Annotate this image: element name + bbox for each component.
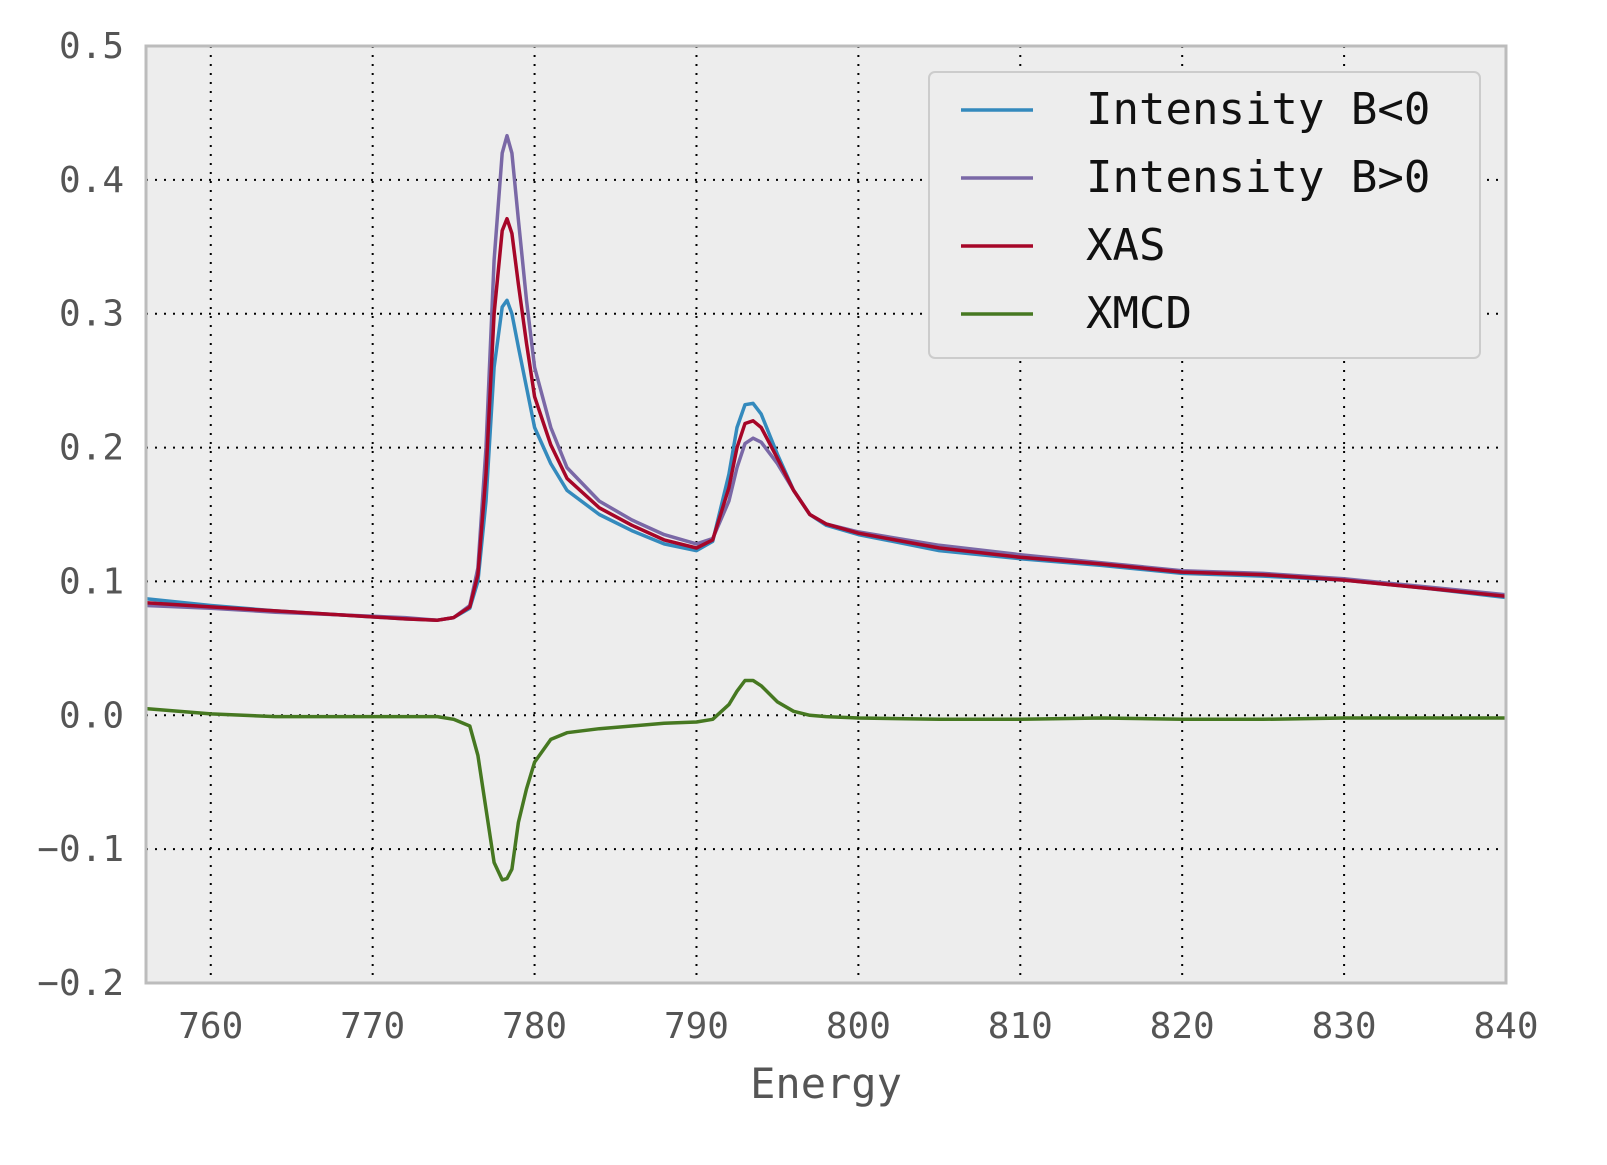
series-line-xmcd <box>146 678 1506 882</box>
legend-label: XAS <box>1086 220 1165 271</box>
x-tick-label: 770 <box>340 1006 405 1047</box>
x-tick-label: 830 <box>1312 1006 1377 1047</box>
y-tick-label: 0.3 <box>59 294 124 335</box>
y-tick-label: 0.0 <box>59 695 124 736</box>
x-tick-label: 840 <box>1473 1006 1538 1047</box>
plot-frame <box>144 44 1508 985</box>
series-lines <box>146 133 1506 882</box>
y-tick-label: 0.2 <box>59 428 124 469</box>
legend-label: Intensity B<0 <box>1086 84 1430 135</box>
legend-box <box>928 71 1481 359</box>
y-tick-label: 0.4 <box>59 160 124 201</box>
series-line-xas <box>146 216 1506 622</box>
x-tick-label: 790 <box>664 1006 729 1047</box>
x-tick-label: 820 <box>1150 1006 1215 1047</box>
x-tick-label: 810 <box>988 1006 1053 1047</box>
x-axis-ticks: 760 770 780 790 800 810 820 830 840 <box>178 1006 1538 1047</box>
x-tick-label: 780 <box>502 1006 567 1047</box>
y-tick-label: −0.1 <box>37 829 124 870</box>
y-tick-label: 0.1 <box>59 561 124 602</box>
x-axis-title: Energy <box>750 1059 902 1108</box>
legend-label: Intensity B>0 <box>1086 152 1430 203</box>
y-tick-label: −0.2 <box>37 963 124 1004</box>
x-tick-label: 800 <box>826 1006 891 1047</box>
x-tick-label: 760 <box>178 1006 243 1047</box>
y-tick-label: 0.5 <box>59 26 124 67</box>
legend-label: XMCD <box>1086 288 1192 339</box>
y-axis-ticks: −0.2 −0.1 0.0 0.1 0.2 0.3 0.4 0.5 <box>37 26 124 1004</box>
legend: Intensity B<0 Intensity B>0 XAS XMCD <box>928 71 1481 359</box>
